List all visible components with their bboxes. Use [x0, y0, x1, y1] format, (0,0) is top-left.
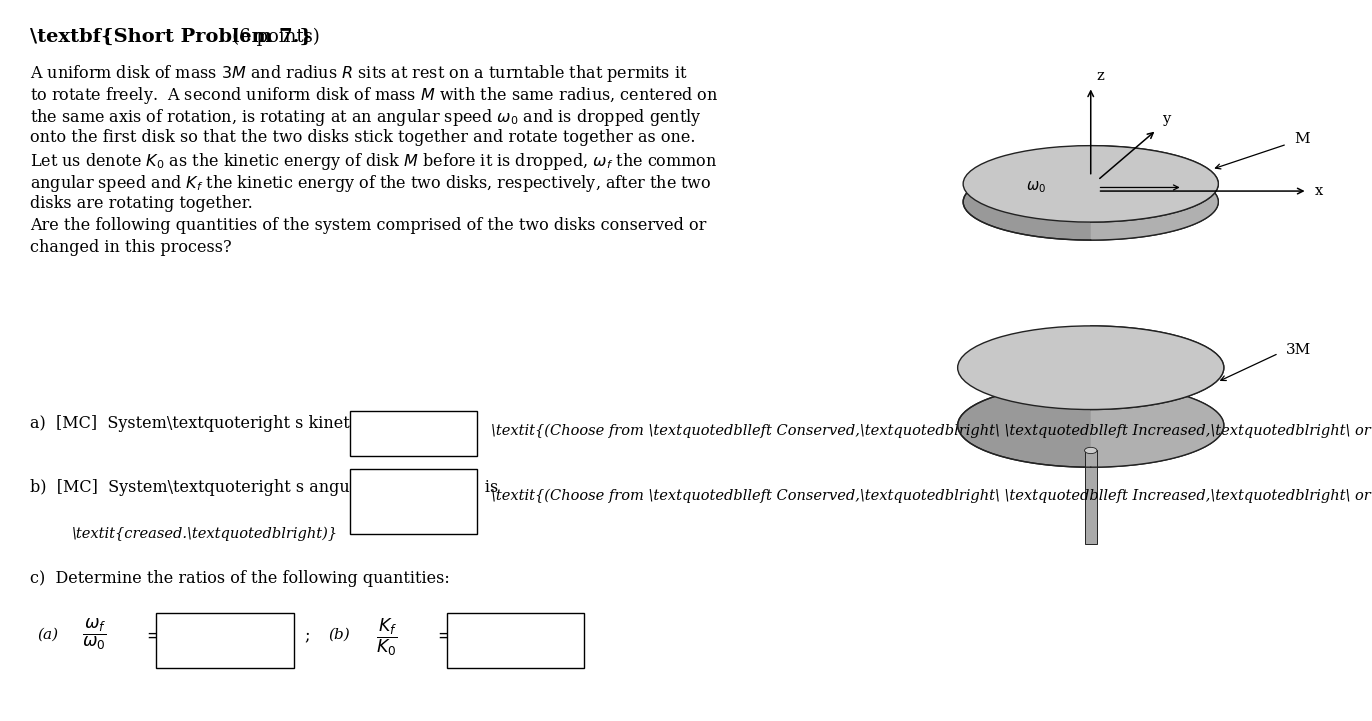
- Text: c)  Determine the ratios of the following quantities:: c) Determine the ratios of the following…: [30, 570, 450, 587]
- Ellipse shape: [958, 384, 1224, 467]
- Text: \textit{(Choose from \textquotedblleft Conserved,\textquotedblright\ \textquoted: \textit{(Choose from \textquotedblleft C…: [491, 488, 1372, 503]
- Text: $\omega_0$: $\omega_0$: [1026, 180, 1045, 195]
- Text: x: x: [1314, 184, 1323, 198]
- Bar: [1084, 451, 1098, 544]
- Text: the same axis of rotation, is rotating at an angular speed $\omega_0$ and is dro: the same axis of rotation, is rotating a…: [30, 107, 702, 128]
- Polygon shape: [1091, 326, 1224, 467]
- Bar: [447, 613, 584, 668]
- Text: \textit{creased.\textquotedblright)}: \textit{creased.\textquotedblright)}: [71, 526, 338, 541]
- Text: A uniform disk of mass $3M$ and radius $R$ sits at rest on a turntable that perm: A uniform disk of mass $3M$ and radius $…: [30, 63, 687, 84]
- Text: \textit{(Choose from \textquotedblleft Conserved,\textquotedblright\ \textquoted: \textit{(Choose from \textquotedblleft C…: [491, 423, 1372, 438]
- Text: Are the following quantities of the system comprised of the two disks conserved : Are the following quantities of the syst…: [30, 217, 707, 234]
- Text: to rotate freely.  A second uniform disk of mass $M$ with the same radius, cente: to rotate freely. A second uniform disk …: [30, 85, 719, 107]
- Bar: [350, 411, 477, 456]
- Text: $=$: $=$: [434, 626, 451, 643]
- Ellipse shape: [958, 326, 1224, 410]
- Text: $=$: $=$: [143, 626, 161, 643]
- Ellipse shape: [963, 164, 1218, 240]
- Text: (b): (b): [328, 627, 350, 642]
- Text: $\dfrac{K_f}{K_0}$: $\dfrac{K_f}{K_0}$: [376, 616, 398, 658]
- Text: ;: ;: [305, 626, 310, 643]
- Text: 3M: 3M: [1286, 342, 1310, 357]
- Text: Let us denote $K_0$ as the kinetic energy of disk $M$ before it is dropped, $\om: Let us denote $K_0$ as the kinetic energ…: [30, 151, 718, 172]
- Text: angular speed and $K_f$ the kinetic energy of the two disks, respectively, after: angular speed and $K_f$ the kinetic ener…: [30, 173, 712, 195]
- Bar: [156, 613, 294, 668]
- Text: changed in this process?: changed in this process?: [30, 239, 232, 257]
- Ellipse shape: [963, 146, 1218, 222]
- Text: \textbf{Short Problem 7.}: \textbf{Short Problem 7.}: [30, 27, 313, 45]
- Polygon shape: [1091, 146, 1218, 240]
- Text: (a): (a): [37, 627, 58, 642]
- Text: b)  [MC]  System\textquoteright s angular  momentum  is: b) [MC] System\textquoteright s angular …: [30, 479, 498, 497]
- Text: a)  [MC]  System\textquoteright s kinetic energy is: a) [MC] System\textquoteright s kinetic …: [30, 415, 445, 432]
- Text: onto the first disk so that the two disks stick together and rotate together as : onto the first disk so that the two disk…: [30, 130, 696, 146]
- Text: (6 points): (6 points): [215, 27, 320, 45]
- Text: $\dfrac{\omega_f}{\omega_0}$: $\dfrac{\omega_f}{\omega_0}$: [82, 616, 107, 652]
- Text: M: M: [1294, 132, 1309, 146]
- Bar: [350, 469, 477, 534]
- Text: R: R: [1132, 167, 1142, 181]
- Text: disks are rotating together.: disks are rotating together.: [30, 195, 252, 213]
- Text: z: z: [1096, 69, 1104, 83]
- Ellipse shape: [1084, 447, 1098, 454]
- Text: y: y: [1162, 112, 1170, 126]
